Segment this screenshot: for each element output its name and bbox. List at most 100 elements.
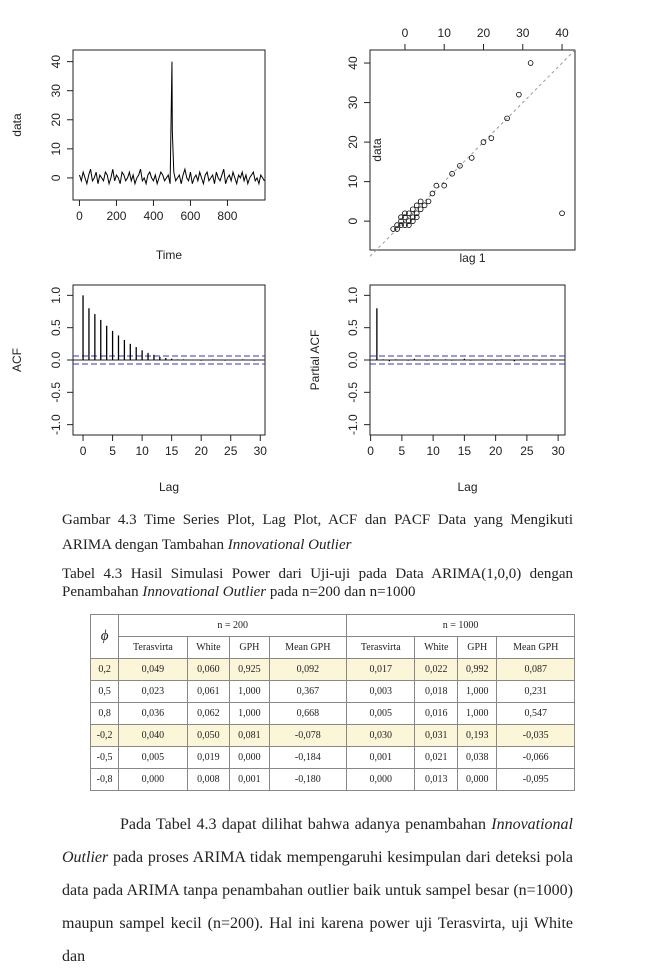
y-tick-label: 10 [49, 142, 63, 156]
table-row: 0,8 0,036 0,062 1,000 0,668 0,005 0,016 1,000 0,… [89, 702, 575, 725]
x-tick-label: 25 [520, 444, 534, 458]
table-caption: Tabel 4.3 Hasil Simulasi Power dari Uji-… [62, 565, 573, 601]
point [398, 218, 404, 224]
table-cell: 0,008 [186, 768, 231, 791]
reference-line [369, 49, 576, 257]
point [394, 222, 400, 228]
table-cell: 0,060 [186, 658, 231, 681]
point [413, 210, 420, 217]
y-tick-label: 30 [346, 96, 360, 110]
table-cell: 0,231 [496, 680, 575, 703]
table-row: -0,5 0,005 0,019 0,000 -0,184 0,001 0,021 0,038… [89, 746, 575, 769]
y-tick-label: 10 [346, 175, 360, 189]
row-header: -0,8 [89, 768, 120, 791]
text-run: pada n=200 dan n=1000 [266, 584, 416, 600]
table-cell: 0,017 [346, 658, 416, 681]
table-cell: -0,184 [268, 746, 348, 769]
table-cell: 0,049 [118, 658, 188, 681]
table-cell: 0,547 [496, 702, 575, 725]
point [449, 170, 455, 177]
x-tick-label: 5 [109, 444, 116, 458]
column-row: Terasvirta White GPH Mean GPH Terasvirta Whit… [91, 636, 575, 659]
table-cell: 0,013 [414, 768, 459, 791]
point [421, 202, 428, 209]
point [390, 226, 396, 232]
x-tick-label: 10 [438, 26, 452, 40]
y-tick-label: -0.5 [49, 382, 63, 403]
point [402, 210, 408, 217]
x-tick-label: 30 [551, 444, 565, 458]
text-run: pada proses ARIMA tidak mempengaruhi kes… [62, 849, 573, 965]
group-header: n = 200 [118, 614, 348, 637]
y-tick-label: 0.5 [346, 319, 360, 336]
y-axis-label: Partial ACF [308, 330, 322, 391]
x-tick-label: 5 [399, 444, 406, 458]
table-cell: 0,092 [268, 658, 348, 681]
table-cell: 0,016 [414, 702, 459, 725]
table-cell: 0,000 [229, 746, 270, 769]
point [406, 210, 412, 217]
point [417, 206, 424, 213]
table-cell: 0,038 [457, 746, 498, 769]
point [406, 222, 412, 228]
y-tick-label: 0 [49, 174, 63, 181]
point [429, 190, 436, 197]
row-header: 0,2 [89, 658, 120, 681]
table-row: -0,8 0,000 0,008 0,001 -0,180 0,000 0,013 0,000… [89, 768, 575, 791]
results-table: ϕ n = 200 n = 1000 Terasvirta White GPH Mea… [89, 614, 575, 791]
point [468, 155, 475, 161]
x-tick-label: 0 [76, 209, 83, 223]
y-axis-label: ACF [10, 348, 24, 372]
table-cell: 0,087 [496, 658, 575, 681]
point [417, 198, 424, 205]
point [402, 214, 408, 220]
table-cell: 0,992 [457, 658, 498, 681]
point [527, 60, 534, 66]
table-cell: 0,061 [186, 680, 231, 703]
table-cell: 0,925 [229, 658, 270, 681]
y-tick-label: 20 [346, 135, 360, 149]
point [398, 214, 404, 220]
column-header: GPH [457, 636, 498, 659]
figure-caption: Gambar 4.3 Time Series Plot, Lag Plot, A… [62, 508, 573, 558]
y-tick-label: -1.0 [346, 414, 360, 435]
x-tick-label: 20 [477, 26, 491, 40]
y-tick-label: 20 [49, 113, 63, 127]
point [413, 202, 420, 209]
y-tick-label: -1.0 [49, 414, 63, 435]
column-header: Terasvirta [118, 636, 188, 659]
table-cell: -0,095 [496, 768, 575, 791]
point [480, 139, 487, 145]
x-tick-label: 15 [458, 444, 472, 458]
x-axis-label: Time [156, 248, 183, 262]
table-cell: -0,066 [496, 746, 575, 769]
text-run: Pada Tabel 4.3 dapat dilihat bahwa adany… [120, 816, 492, 833]
table-cell: 0,040 [118, 724, 188, 747]
table-cell: 0,668 [268, 702, 348, 725]
table-cell: 0,062 [186, 702, 231, 725]
table-cell: 0,003 [346, 680, 416, 703]
series-line [78, 61, 265, 186]
x-tick-label: 800 [217, 209, 237, 223]
table-cell: 0,000 [118, 768, 188, 791]
column-header: White [414, 636, 459, 659]
y-tick-label: 1.0 [49, 287, 63, 304]
group-header: n = 1000 [346, 614, 575, 637]
table-cell: 1,000 [229, 702, 270, 725]
column-header: Mean GPH [496, 636, 575, 659]
point [457, 163, 463, 169]
x-axis-label: Lag [457, 480, 477, 494]
table-body: 0,2 0,049 0,060 0,925 0,092 0,017 0,022 0,992 0,… [89, 658, 575, 791]
x-tick-label: 600 [180, 209, 200, 223]
header-row: ϕ n = 200 n = 1000 [89, 614, 575, 659]
point [425, 198, 432, 205]
row-header: 0,8 [89, 702, 120, 725]
x-tick-label: 30 [254, 444, 268, 458]
x-tick-label: 20 [195, 444, 209, 458]
table-cell: 0,005 [346, 702, 416, 725]
table-row: 0,2 0,049 0,060 0,925 0,092 0,017 0,022 0,992 0,… [89, 658, 575, 681]
x-tick-label: 0 [80, 444, 87, 458]
x-tick-label: 400 [143, 209, 163, 223]
x-tick-label: 0 [402, 26, 409, 40]
point [394, 226, 400, 232]
